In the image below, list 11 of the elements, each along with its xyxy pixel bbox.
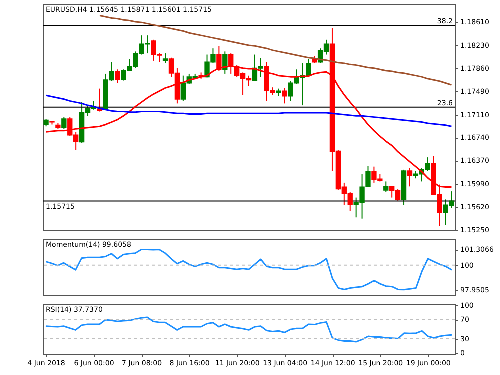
candlestick — [366, 166, 371, 188]
candlestick — [384, 181, 389, 193]
line-series — [45, 249, 453, 291]
line-series — [99, 15, 452, 86]
line-series — [46, 94, 452, 128]
candlestick — [282, 88, 288, 104]
candlestick — [62, 116, 67, 130]
candlestick — [115, 69, 120, 84]
candlestick — [407, 168, 413, 188]
line-series — [45, 316, 453, 343]
candlestick — [162, 53, 168, 64]
